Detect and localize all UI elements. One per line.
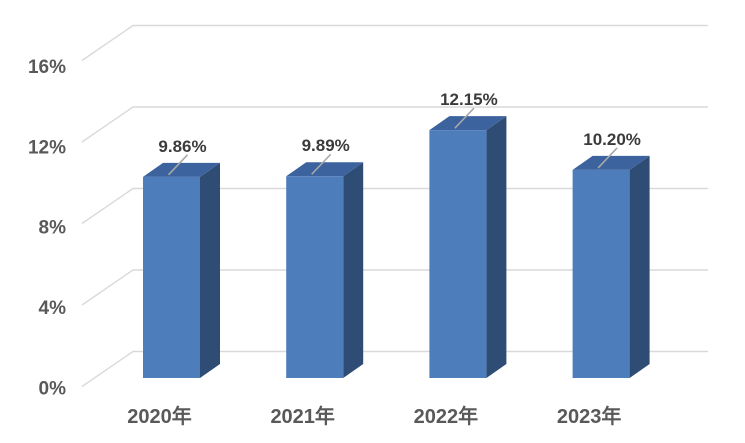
bar-1 bbox=[286, 162, 364, 378]
bar-3 bbox=[572, 155, 650, 378]
gridline bbox=[81, 187, 708, 225]
bar-value-label: 9.89% bbox=[302, 136, 350, 155]
bar-value-label: 9.86% bbox=[158, 137, 206, 156]
bar-top-face bbox=[572, 155, 650, 170]
y-tick-label: 4% bbox=[39, 298, 67, 319]
bar-side-face bbox=[629, 155, 650, 378]
bar-side-face bbox=[343, 162, 364, 378]
y-tick-label: 16% bbox=[28, 57, 66, 78]
y-tick-label: 8% bbox=[39, 218, 67, 239]
bar-front-face bbox=[286, 176, 344, 378]
bar-0 bbox=[143, 162, 220, 378]
y-axis-labels: 0% 4% 8% 12% 16% bbox=[28, 57, 66, 400]
gridline bbox=[81, 106, 708, 143]
bar-value-label: 10.20% bbox=[583, 130, 641, 149]
label-leader-line bbox=[167, 154, 189, 176]
label-leader-line bbox=[311, 153, 332, 175]
label-leader-line bbox=[454, 107, 475, 129]
value-labels: 9.86% 9.89% 12.15% 10.20% bbox=[158, 90, 641, 156]
gridline bbox=[81, 350, 708, 388]
bar-front-face bbox=[572, 169, 630, 378]
label-leader-lines bbox=[167, 107, 618, 176]
x-tick-label: 2022年 bbox=[414, 404, 479, 428]
x-tick-label: 2020年 bbox=[127, 404, 192, 428]
x-tick-label: 2023年 bbox=[557, 404, 622, 428]
gridline bbox=[81, 269, 708, 306]
gridlines bbox=[81, 24, 708, 388]
bar-top-face bbox=[286, 162, 364, 177]
x-axis-labels: 2020年 2021年 2022年 2023年 bbox=[127, 404, 621, 428]
bars-series bbox=[143, 116, 650, 378]
bar-front-face bbox=[429, 130, 487, 378]
bar-2 bbox=[429, 116, 507, 378]
bar-side-face bbox=[200, 162, 220, 378]
bar-top-face bbox=[429, 116, 507, 131]
bar-top-face bbox=[143, 162, 220, 177]
x-tick-label: 2021年 bbox=[270, 404, 335, 428]
y-tick-label: 0% bbox=[39, 379, 67, 400]
bar-side-face bbox=[486, 116, 507, 378]
bar-value-label: 12.15% bbox=[440, 90, 498, 109]
bar-front-face bbox=[143, 176, 200, 378]
y-tick-label: 12% bbox=[28, 137, 66, 158]
gridline bbox=[81, 24, 708, 62]
label-leader-line bbox=[597, 147, 618, 169]
